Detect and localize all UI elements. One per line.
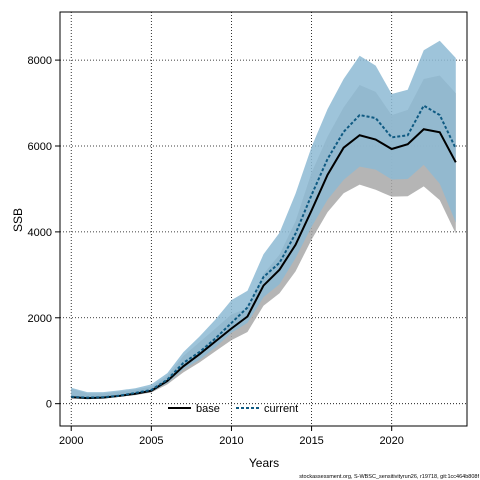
band-current <box>71 40 456 399</box>
plot-frame <box>59 11 468 427</box>
line-current <box>71 104 457 399</box>
y-tick-label: 4000 <box>28 227 52 239</box>
x-tick-label: 2010 <box>219 435 243 447</box>
line-base <box>71 128 457 400</box>
gridlines <box>60 12 467 426</box>
y-tick-label: 6000 <box>28 141 52 153</box>
legend-current-label: current <box>264 403 298 415</box>
footnote: stockassessment.org, S-WBSC_sensitivityr… <box>299 474 479 480</box>
x-tick-label: 2020 <box>379 435 403 447</box>
x-axis-ticks: 2000 2005 2010 2015 2020 <box>59 426 404 447</box>
series-lines <box>71 104 457 400</box>
y-tick-label: 8000 <box>28 55 52 67</box>
y-axis-label: SSB <box>11 208 25 232</box>
y-tick-label: 2000 <box>28 313 52 325</box>
x-tick-label: 2005 <box>139 435 163 447</box>
legend-base-label: base <box>196 403 220 415</box>
x-tick-label: 2015 <box>299 435 323 447</box>
x-tick-label: 2000 <box>59 435 83 447</box>
confidence-bands <box>71 40 456 399</box>
y-tick-label: 0 <box>46 399 52 411</box>
y-axis-ticks: 0 2000 4000 6000 8000 <box>28 55 60 411</box>
legend: base current <box>168 403 298 415</box>
x-axis-label: Years <box>249 456 279 470</box>
